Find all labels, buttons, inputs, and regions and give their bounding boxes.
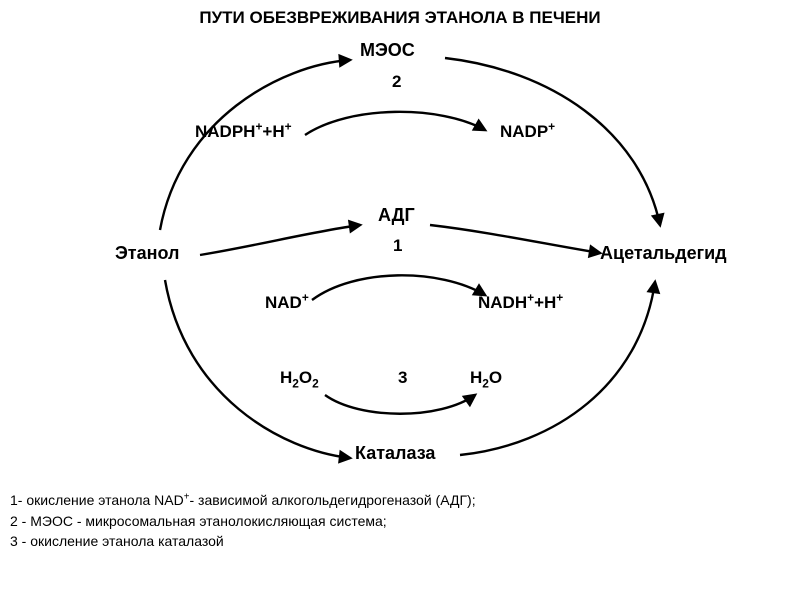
path-num-1: 1 — [393, 236, 402, 256]
node-h2o: H2O — [470, 368, 502, 388]
legend-line-2: 2 - МЭОС - микросомальная этанолокисляющ… — [10, 512, 476, 532]
node-nadp: NADP+ — [500, 122, 555, 142]
node-nad: NAD+ — [265, 293, 309, 313]
edge-nad-nadh — [312, 275, 485, 300]
label-nad: NAD — [265, 293, 302, 312]
label-nadh-suffix: +H — [534, 293, 556, 312]
legend-line-1: 1- окисление этанола NAD+- зависимой алк… — [10, 491, 476, 511]
node-meos: МЭОС — [360, 40, 415, 61]
label-h2o2-h: H — [280, 368, 292, 387]
node-ethanol: Этанол — [115, 243, 180, 264]
label-nadp: NADP — [500, 122, 548, 141]
edge-adh-acetaldehyde — [430, 225, 600, 253]
label-nadph: NADPH — [195, 122, 255, 141]
legend-line-3: 3 - окисление этанола каталазой — [10, 532, 476, 552]
label-nadph-suffix: +H — [262, 122, 284, 141]
node-adh: АДГ — [378, 205, 415, 226]
node-catalase: Каталаза — [355, 443, 435, 464]
node-acetaldehyde: Ацетальдегид — [600, 243, 727, 264]
legend-1b: - зависимой алкогольдегидрогеназой (АДГ)… — [189, 492, 475, 508]
path-num-2: 2 — [392, 72, 401, 92]
label-h2o2-o: O — [299, 368, 312, 387]
node-nadh: NADH++H+ — [478, 293, 563, 313]
path-num-3: 3 — [398, 368, 407, 388]
edge-ethanol-meos — [160, 60, 350, 230]
diagram-container: ПУТИ ОБЕЗВРЕЖИВАНИЯ ЭТАНОЛА В ПЕЧЕНИ Эта… — [0, 0, 800, 600]
legend: 1- окисление этанола NAD+- зависимой алк… — [10, 490, 476, 553]
label-h2o-o: O — [489, 368, 502, 387]
edge-ethanol-adh — [200, 225, 360, 255]
label-h2o-h: H — [470, 368, 482, 387]
edge-ethanol-catalase — [165, 280, 350, 458]
edge-nadph-nadp — [305, 112, 485, 135]
label-nadh: NADH — [478, 293, 527, 312]
node-nadph: NADPH++H+ — [195, 122, 292, 142]
edge-h2o2-h2o — [325, 395, 475, 414]
legend-1a: 1- окисление этанола NAD — [10, 492, 184, 508]
node-h2o2: H2O2 — [280, 368, 319, 388]
